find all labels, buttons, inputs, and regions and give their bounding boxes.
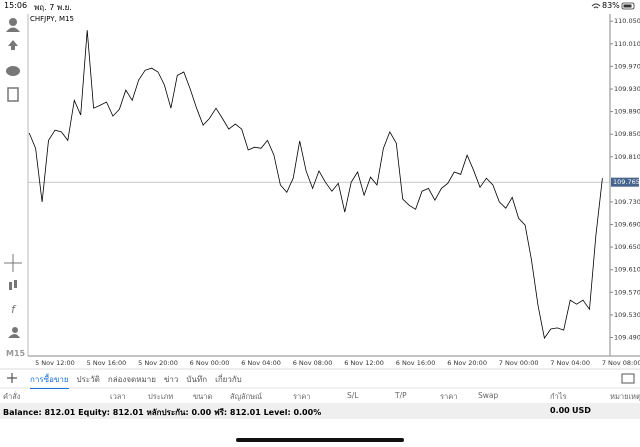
current-price-box [611,177,639,187]
column-header[interactable]: สัญลักษณ์ [230,392,263,401]
y-tick-label: 109.570 [614,288,640,296]
home-indicator [236,438,404,442]
currency: USD [572,406,591,415]
y-tick-label: 109.530 [614,311,640,319]
price-line [28,30,603,340]
wifi-icon[interactable] [591,3,601,9]
x-tick-label: 6 Nov 12:00 [344,359,384,367]
y-tick-label: 109.930 [614,85,640,93]
x-tick-label: 5 Nov 12:00 [35,359,75,367]
x-tick-label: 5 Nov 20:00 [138,359,178,367]
column-header[interactable]: เวลา [110,392,126,401]
tab[interactable]: ประวัติ [76,375,100,384]
y-tick-label: 109.890 [614,108,640,116]
battery-icon [621,2,635,10]
tab[interactable]: เกี่ยวกับ [215,375,242,384]
chart: CHFJPY, M15 110.050 110.010 109.970 109.930… [28,15,640,367]
column-header[interactable]: S/L [347,391,359,400]
x-tick-label: 5 Nov 16:00 [87,359,127,367]
column-header[interactable]: ราคา [440,392,458,401]
x-tick-label: 7 Nov 00:00 [499,359,539,367]
y-tick-label: 109.490 [614,333,640,341]
y-tick-label: 110.010 [614,40,640,48]
tab[interactable]: กล่องจดหมาย [107,375,156,384]
y-tick-label: 110.050 [614,17,640,25]
toolbar-icons[interactable]: f [4,18,22,338]
battery-level: 83% [602,1,620,10]
tab-bar: การซื้อขาย ประวัติ กล่องจดหมาย ข่าว บันทึก เก… [30,373,242,389]
column-header[interactable]: หมายเหตุ [610,392,640,401]
column-header[interactable]: ขนาด [193,392,213,401]
column-header[interactable]: ราคา [293,392,311,401]
summary-background [0,403,640,419]
y-tick-label: 109.690 [614,221,640,229]
x-tick-label: 6 Nov 20:00 [447,359,487,367]
battery-fill [623,4,632,8]
x-tick-label: 6 Nov 04:00 [241,359,281,367]
x-tick-label: 6 Nov 00:00 [190,359,230,367]
column-header[interactable]: Swap [478,391,499,400]
tab[interactable]: บันทึก [186,375,208,384]
column-header[interactable]: T/P [395,391,407,400]
x-tick-label: 6 Nov 08:00 [293,359,333,367]
y-tick-label: 109.850 [614,130,640,138]
chart-title: CHFJPY, M15 [30,15,74,23]
y-tick-label: 109.810 [614,153,640,161]
add-button[interactable] [7,373,17,383]
account-summary: Balance: 812.01 Equity: 812.01 หลักประกั… [3,408,322,417]
column-header[interactable]: คำสั่ง [3,392,21,401]
layout-button[interactable] [621,373,635,384]
status-time: 15:06 [4,1,28,10]
tab[interactable]: การซื้อขาย [30,373,69,389]
y-tick-label: 109.610 [614,266,640,274]
y-tick-label: 109.650 [614,243,640,251]
x-tick-label: 7 Nov 08:00 [602,359,640,367]
x-tick-label: 6 Nov 16:00 [396,359,436,367]
y-tick-label: 109.970 [614,62,640,70]
y-tick-label: 109.730 [614,198,640,206]
column-header[interactable]: กำไร [550,392,567,401]
current-price-label: 109.765 [613,178,640,186]
status-date: พฤ. 7 พ.ย. [34,3,72,12]
x-tick-label: 7 Nov 04:00 [550,359,590,367]
column-header[interactable]: ประเภท [148,392,174,401]
table-header: คำสั่ง เวลา ประเภท ขนาด สัญลักษณ์ ราคา S/L T/P ร… [0,391,640,401]
svg-text:f: f [11,303,17,316]
timeframe-label: M15 [6,349,26,358]
tab[interactable]: ข่าว [163,375,179,384]
total-profit: 0.00 [550,406,570,415]
